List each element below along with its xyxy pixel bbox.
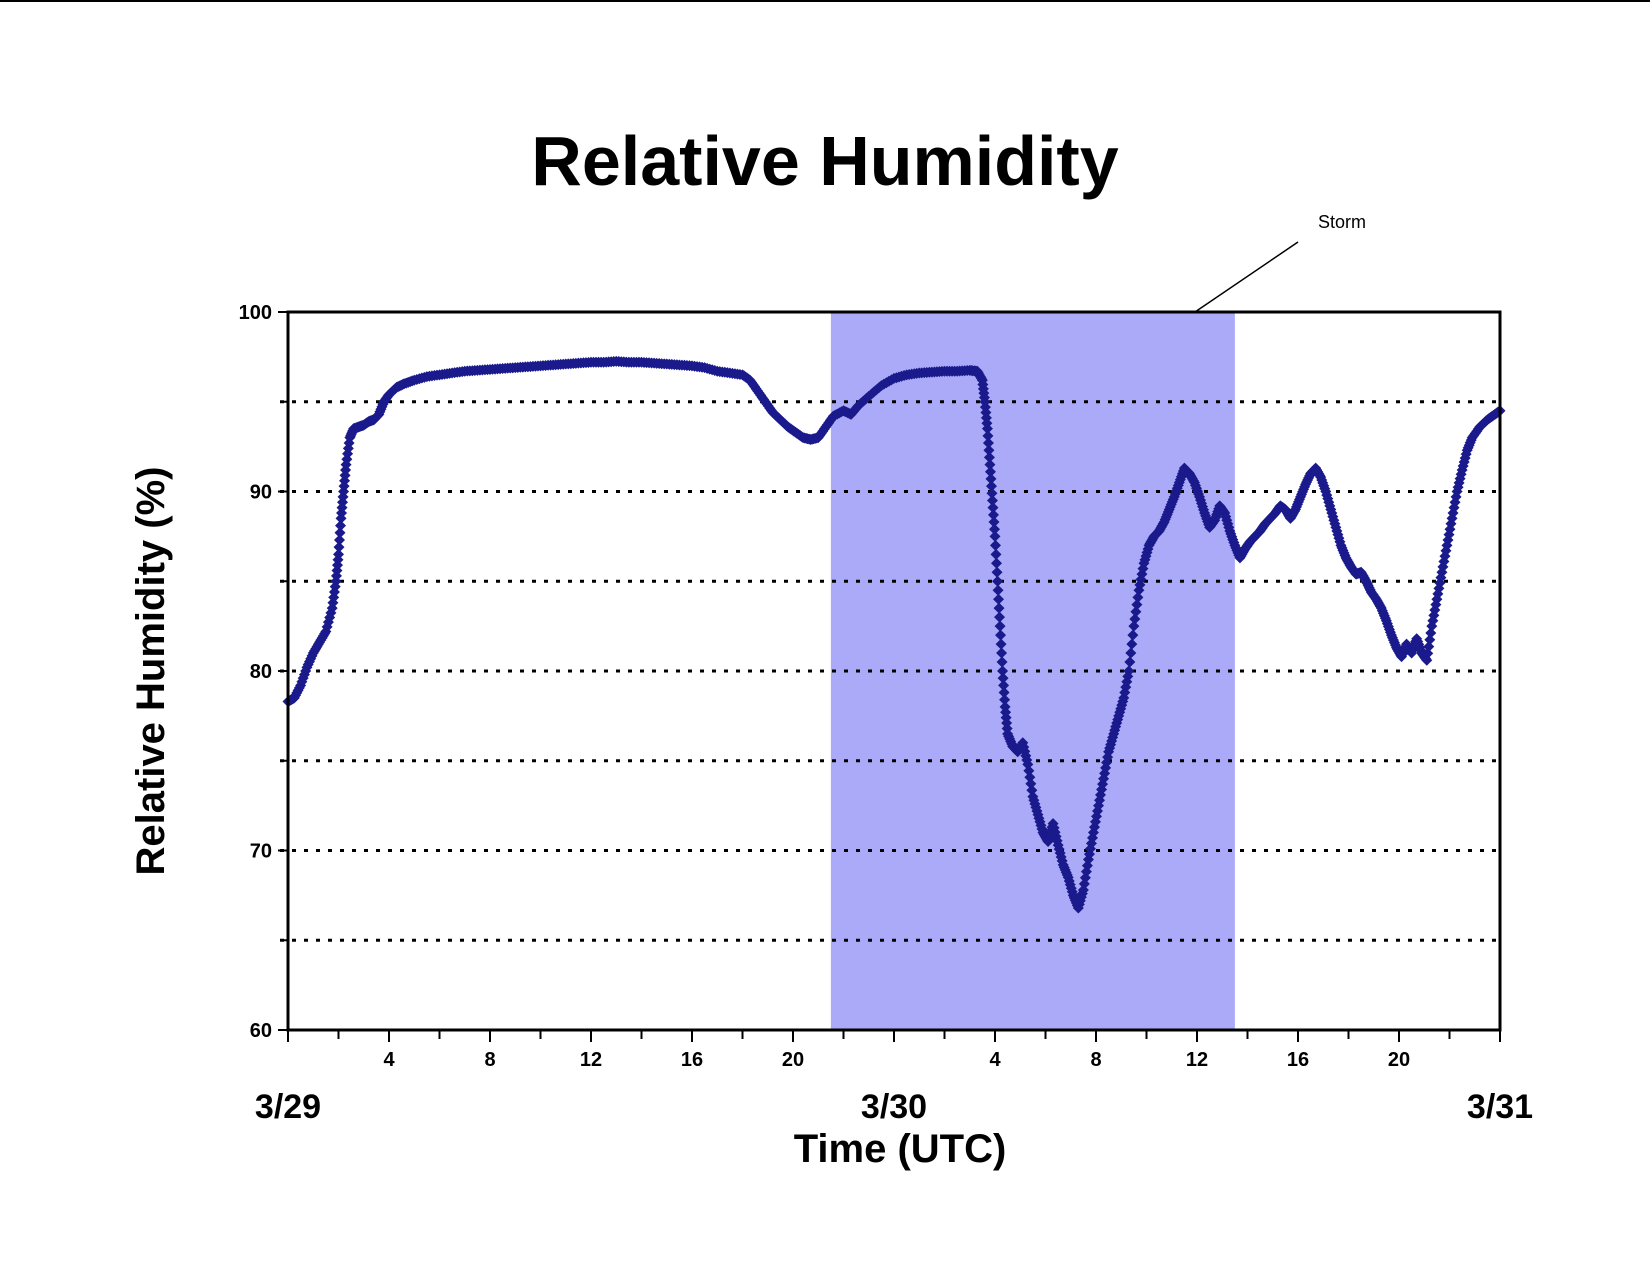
data-point [983, 451, 995, 463]
y-tick-label: 60 [250, 1020, 272, 1042]
data-point [990, 539, 1002, 551]
data-point [986, 494, 998, 506]
data-point [1425, 627, 1437, 639]
data-point [995, 638, 1007, 650]
data-point [999, 694, 1011, 706]
data-point [1125, 647, 1137, 659]
data-point [996, 656, 1008, 668]
data-point [993, 602, 1005, 614]
x-tick-label: 16 [1287, 1049, 1309, 1071]
data-point [990, 548, 1002, 560]
data-point [991, 557, 1003, 569]
data-point [984, 466, 996, 478]
storm-callout-label: Storm [1318, 212, 1366, 232]
data-point [994, 620, 1006, 632]
x-day-label: 3/30 [861, 1088, 927, 1126]
data-point [998, 687, 1010, 699]
data-point [985, 473, 997, 485]
data-point [988, 523, 1000, 535]
data-point [988, 516, 1000, 528]
data-point [1127, 629, 1139, 641]
data-point [1126, 638, 1138, 650]
x-tick-label: 4 [383, 1049, 395, 1071]
data-point [997, 672, 1009, 684]
x-tick-label: 8 [484, 1049, 495, 1071]
data-point [1421, 654, 1433, 666]
data-point [334, 527, 346, 539]
data-point [997, 665, 1009, 677]
data-point [995, 629, 1007, 641]
x-tick-label: 20 [1388, 1049, 1410, 1071]
data-point [982, 437, 994, 449]
data-point [989, 530, 1001, 542]
x-day-label: 3/29 [255, 1088, 321, 1126]
y-tick-label: 80 [250, 661, 272, 683]
data-point [987, 502, 999, 514]
data-point [998, 679, 1010, 691]
data-point [1424, 634, 1436, 646]
y-tick-label: 90 [250, 482, 272, 504]
data-point [1422, 647, 1434, 659]
data-point [1128, 620, 1140, 632]
data-point [1124, 656, 1136, 668]
x-tick-label: 4 [989, 1049, 1001, 1071]
chart-title: Relative Humidity [531, 122, 1118, 200]
data-point [1423, 641, 1435, 653]
x-tick-label: 12 [1186, 1049, 1208, 1071]
y-tick-label: 100 [239, 302, 272, 324]
data-point [987, 509, 999, 521]
data-point [994, 611, 1006, 623]
x-tick-label: 16 [681, 1049, 703, 1071]
y-tick-label: 70 [250, 841, 272, 863]
data-point [334, 534, 346, 546]
data-point [1131, 599, 1143, 611]
data-point [993, 593, 1005, 605]
data-point [1130, 606, 1142, 618]
data-point [1132, 591, 1144, 603]
data-point [1129, 613, 1141, 625]
y-axis-title: Relative Humidity (%) [129, 467, 173, 876]
x-tick-label: 12 [580, 1049, 602, 1071]
x-axis-title: Time (UTC) [794, 1127, 1007, 1171]
storm-callout-line [1194, 241, 1299, 313]
data-point [991, 566, 1003, 578]
data-point [986, 487, 998, 499]
data-point [982, 430, 994, 442]
data-point [985, 480, 997, 492]
top-border-line [0, 0, 1650, 2]
data-point [992, 584, 1004, 596]
data-point [333, 541, 345, 553]
x-tick-label: 20 [782, 1049, 804, 1071]
x-day-label: 3/31 [1467, 1088, 1533, 1126]
data-point [992, 575, 1004, 587]
data-point [981, 423, 993, 435]
data-point [984, 459, 996, 471]
storm-period-band [830, 312, 1235, 1030]
data-point [996, 647, 1008, 659]
data-point [333, 548, 344, 560]
data-point [335, 520, 347, 532]
data-point [1123, 665, 1135, 677]
data-point [983, 444, 995, 456]
x-tick-label: 8 [1090, 1049, 1101, 1071]
